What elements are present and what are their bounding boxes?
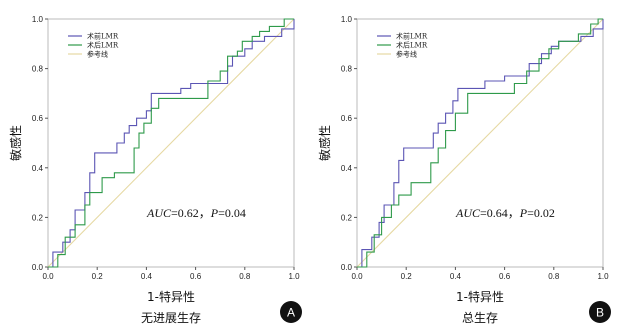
y-axis-label: 敏感性 <box>317 125 332 161</box>
x-axis-label: 1-特异性 <box>456 289 504 304</box>
y-tick-label: 0.0 <box>341 263 353 272</box>
legend-entry: 术后LMR <box>87 41 119 50</box>
auc-value: =0.64， <box>480 206 520 220</box>
y-tick-label: 0.4 <box>32 164 44 173</box>
panel-badge <box>280 301 302 323</box>
x-axis-label: 1-特异性 <box>147 289 195 304</box>
x-tick-label: 0.8 <box>239 272 251 281</box>
p-value: =0.04 <box>218 206 246 220</box>
y-tick-label: 0.6 <box>32 114 44 123</box>
y-tick-label: 0.2 <box>32 213 44 222</box>
legend-entry: 参考线 <box>87 50 108 59</box>
y-tick-label: 1.0 <box>341 15 353 24</box>
plot-frame <box>47 18 295 268</box>
series-line-reference <box>356 18 604 268</box>
roc-panel-a: 0.0 0.2 0.4 0.6 0.8 1.0 0.0 0.2 0.4 0.6 0.8 1.0 术前LM… <box>8 15 302 325</box>
legend-entry: 参考线 <box>396 50 417 59</box>
x-tick-label: 1.0 <box>597 272 609 281</box>
legend-entry: 术前LMR <box>396 32 428 41</box>
y-tick-label: 0.2 <box>341 213 353 222</box>
series-line-reference <box>47 18 295 268</box>
auc-label: AUC <box>146 206 172 220</box>
auc-label: AUC <box>455 206 481 220</box>
x-tick-label: 0.6 <box>190 272 202 281</box>
x-tick-label: 0.2 <box>401 272 413 281</box>
x-tick-label: 0.8 <box>548 272 560 281</box>
p-label: P <box>519 206 528 220</box>
x-tick-label: 0.4 <box>141 272 153 281</box>
y-axis-label: 敏感性 <box>8 125 23 161</box>
auc-annotation: AUC=0.64，P=0.02 <box>455 206 555 220</box>
y-tick-label: 0.8 <box>341 65 353 74</box>
p-value: =0.02 <box>527 206 555 220</box>
x-tick-label: 1.0 <box>288 272 300 281</box>
x-tick-label: 0.6 <box>499 272 511 281</box>
panel-badge-label: B <box>596 306 604 320</box>
roc-panel-b: 0.0 0.2 0.4 0.6 0.8 1.0 0.0 0.2 0.4 0.6 0.8 1.0 术前LM… <box>317 15 611 325</box>
series-line-postop <box>48 18 294 268</box>
legend-entry: 术后LMR <box>396 41 428 50</box>
auc-annotation: AUC=0.62，P=0.04 <box>146 206 246 220</box>
y-tick-label: 1.0 <box>32 15 44 24</box>
plot-frame <box>356 18 604 268</box>
series-line-postop <box>357 18 603 268</box>
panel-caption: 总生存 <box>462 311 498 325</box>
y-tick-label: 0.0 <box>32 263 44 272</box>
panel-badge-label: A <box>287 306 295 320</box>
x-tick-label: 0.0 <box>42 272 54 281</box>
x-tick-label: 0.0 <box>351 272 363 281</box>
y-tick-label: 0.8 <box>32 65 44 74</box>
x-tick-label: 0.2 <box>92 272 104 281</box>
panel-badge <box>589 301 611 323</box>
y-tick-label: 0.4 <box>341 164 353 173</box>
p-label: P <box>210 206 219 220</box>
legend-entry: 术前LMR <box>87 32 119 41</box>
auc-value: =0.62， <box>171 206 211 220</box>
x-tick-label: 0.4 <box>450 272 462 281</box>
y-tick-label: 0.6 <box>341 114 353 123</box>
panel-caption: 无进展生存 <box>141 311 201 325</box>
series-line-preop <box>48 19 295 268</box>
